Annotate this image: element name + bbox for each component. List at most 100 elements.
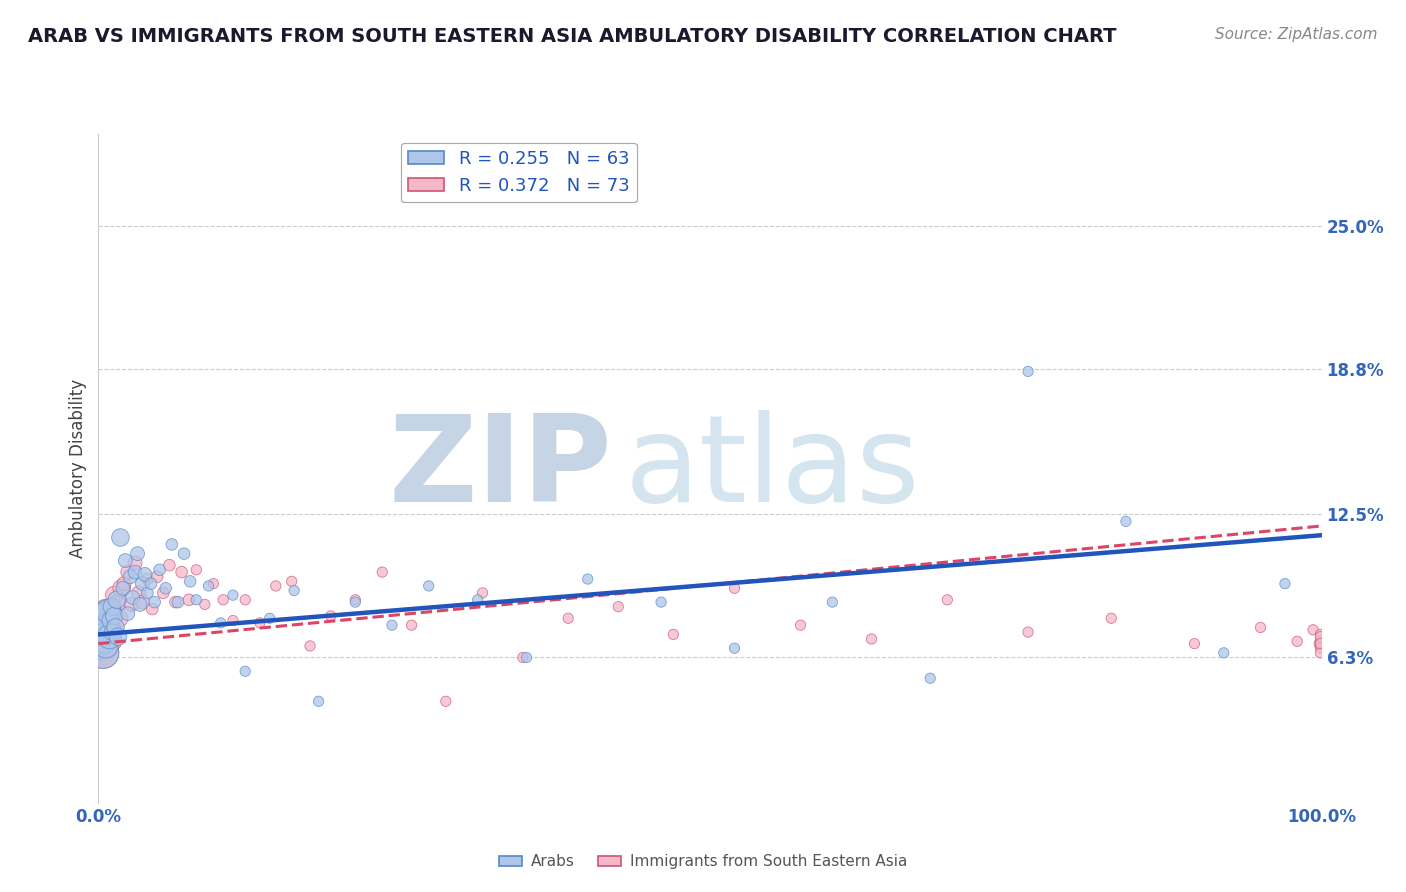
Point bbox=[127, 547, 149, 561]
Point bbox=[936, 592, 959, 607]
Legend: Arabs, Immigrants from South Eastern Asia: Arabs, Immigrants from South Eastern Asi… bbox=[492, 848, 914, 875]
Point bbox=[467, 592, 489, 607]
Point bbox=[104, 620, 127, 634]
Point bbox=[114, 553, 136, 567]
Point bbox=[1249, 620, 1271, 634]
Point bbox=[1115, 514, 1137, 528]
Point bbox=[308, 694, 330, 708]
Point bbox=[131, 576, 153, 591]
Point bbox=[222, 614, 245, 628]
Point bbox=[89, 643, 111, 657]
Point bbox=[1286, 634, 1309, 648]
Point bbox=[91, 623, 114, 637]
Point bbox=[662, 627, 685, 641]
Point bbox=[1309, 627, 1331, 641]
Point bbox=[177, 592, 200, 607]
Point bbox=[94, 627, 117, 641]
Point bbox=[1302, 623, 1324, 637]
Point bbox=[93, 609, 115, 624]
Point bbox=[860, 632, 883, 646]
Point bbox=[209, 615, 232, 630]
Point bbox=[146, 570, 169, 584]
Point bbox=[1274, 576, 1296, 591]
Point bbox=[212, 592, 235, 607]
Point bbox=[100, 614, 122, 628]
Text: Source: ZipAtlas.com: Source: ZipAtlas.com bbox=[1215, 27, 1378, 42]
Point bbox=[1309, 646, 1331, 660]
Point bbox=[283, 583, 305, 598]
Point bbox=[117, 565, 139, 579]
Point bbox=[1017, 625, 1039, 640]
Point bbox=[344, 592, 367, 607]
Point bbox=[152, 586, 174, 600]
Point bbox=[607, 599, 630, 614]
Point bbox=[120, 598, 142, 612]
Point bbox=[471, 586, 494, 600]
Point bbox=[91, 646, 114, 660]
Point bbox=[97, 618, 120, 632]
Point bbox=[141, 602, 163, 616]
Point bbox=[1309, 637, 1331, 651]
Point bbox=[157, 558, 180, 573]
Point bbox=[108, 611, 131, 625]
Point bbox=[90, 615, 112, 630]
Point bbox=[259, 611, 281, 625]
Point bbox=[512, 650, 534, 665]
Point bbox=[105, 592, 128, 607]
Point bbox=[789, 618, 811, 632]
Point bbox=[186, 592, 208, 607]
Point bbox=[101, 634, 124, 648]
Point bbox=[94, 604, 117, 618]
Point bbox=[155, 581, 177, 595]
Point bbox=[821, 595, 844, 609]
Point bbox=[264, 579, 287, 593]
Point bbox=[93, 620, 115, 634]
Point bbox=[344, 595, 367, 609]
Point bbox=[434, 694, 457, 708]
Point bbox=[179, 574, 201, 589]
Point bbox=[91, 632, 114, 646]
Point bbox=[89, 632, 111, 646]
Point bbox=[1099, 611, 1122, 625]
Point bbox=[222, 588, 245, 602]
Point bbox=[98, 630, 121, 644]
Point bbox=[371, 565, 394, 579]
Point bbox=[1017, 364, 1039, 378]
Point bbox=[576, 572, 599, 586]
Point bbox=[149, 563, 172, 577]
Point bbox=[90, 637, 112, 651]
Point bbox=[165, 595, 187, 609]
Point bbox=[91, 615, 114, 630]
Point bbox=[1212, 646, 1234, 660]
Point bbox=[111, 581, 134, 595]
Text: ZIP: ZIP bbox=[388, 409, 612, 527]
Point bbox=[167, 595, 190, 609]
Point bbox=[128, 586, 150, 600]
Point bbox=[139, 576, 162, 591]
Point bbox=[96, 639, 118, 653]
Point bbox=[90, 623, 112, 637]
Point bbox=[515, 650, 537, 665]
Y-axis label: Ambulatory Disability: Ambulatory Disability bbox=[69, 379, 87, 558]
Point bbox=[143, 595, 166, 609]
Point bbox=[920, 671, 942, 685]
Point bbox=[111, 581, 134, 595]
Point bbox=[650, 595, 672, 609]
Point bbox=[91, 611, 114, 625]
Point bbox=[1184, 637, 1206, 651]
Text: ARAB VS IMMIGRANTS FROM SOUTH EASTERN ASIA AMBULATORY DISABILITY CORRELATION CHA: ARAB VS IMMIGRANTS FROM SOUTH EASTERN AS… bbox=[28, 27, 1116, 45]
Point bbox=[120, 570, 142, 584]
Legend: R = 0.255   N = 63, R = 0.372   N = 73: R = 0.255 N = 63, R = 0.372 N = 73 bbox=[401, 143, 637, 202]
Point bbox=[124, 556, 146, 570]
Point bbox=[1309, 639, 1331, 653]
Point bbox=[134, 567, 156, 582]
Point bbox=[101, 599, 124, 614]
Point bbox=[103, 588, 125, 602]
Point bbox=[319, 609, 342, 624]
Point bbox=[97, 604, 120, 618]
Point bbox=[98, 604, 121, 618]
Point bbox=[194, 598, 217, 612]
Point bbox=[233, 665, 256, 679]
Point bbox=[107, 630, 129, 644]
Point bbox=[91, 627, 114, 641]
